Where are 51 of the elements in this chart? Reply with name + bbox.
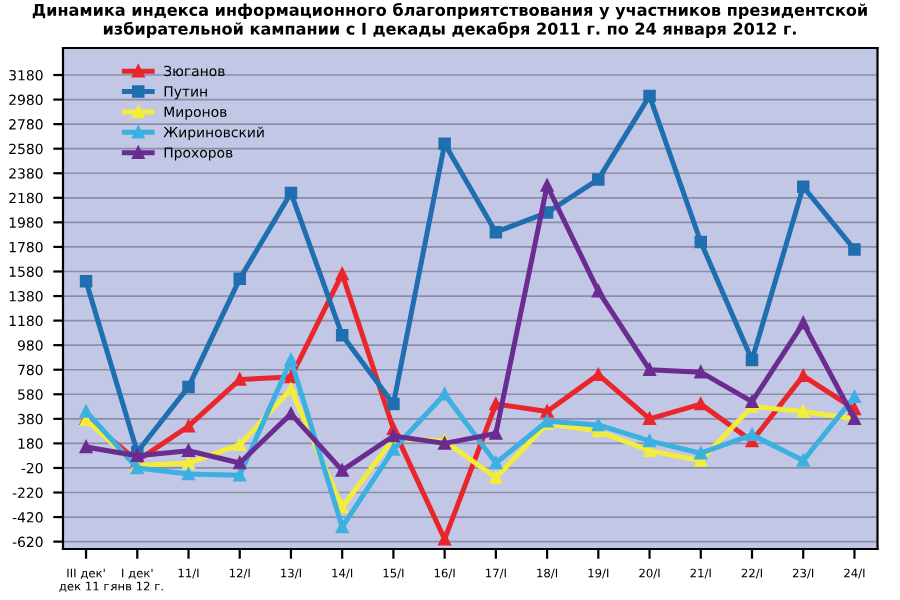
point [643,363,656,376]
point [592,173,605,186]
point [745,428,759,442]
point [335,520,349,534]
point [848,243,861,256]
point [694,397,708,411]
point [438,532,451,546]
point [694,235,708,249]
point [694,446,708,460]
point [489,471,503,485]
point [848,390,861,403]
point [489,225,503,239]
point [284,407,298,421]
point [592,284,605,298]
point [335,267,349,281]
point [182,444,195,458]
point [796,369,810,383]
point [233,456,246,470]
point [489,427,503,440]
point [694,365,708,379]
point [233,272,246,286]
point [796,405,810,418]
point [796,454,810,467]
point [643,412,656,426]
point [79,440,93,454]
point [284,353,298,367]
point [643,89,656,103]
point [745,353,759,367]
point [284,383,298,396]
point [796,316,810,330]
point [182,380,195,394]
point [489,456,503,470]
point [182,456,195,470]
point [335,329,349,342]
chart-title: Динамика индекса информационного благоприятствования у участников президентской избирательной кампании с I декады декабря 2011 г. по 24 января 2012 г. [32,3,867,38]
point [233,469,246,482]
point [540,179,554,192]
point [387,443,400,456]
point [796,180,810,194]
point [79,275,93,288]
point [182,419,195,433]
point [592,418,605,432]
point [387,397,400,411]
point [182,467,195,481]
point [745,395,759,408]
point [540,405,554,418]
point [438,137,451,151]
point [284,186,298,200]
point [643,434,656,448]
point [79,405,93,418]
point [335,464,349,477]
